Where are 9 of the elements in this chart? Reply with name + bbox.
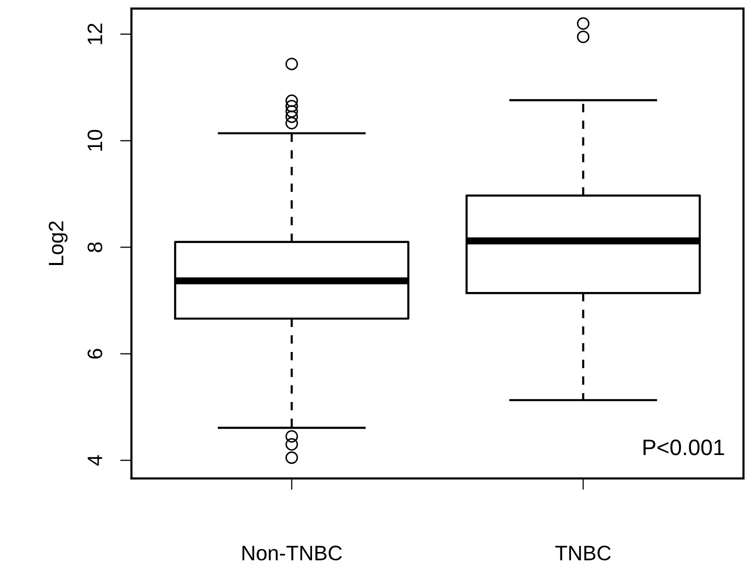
y-axis-title: Log2 [48, 221, 68, 265]
y-tick-label: 12 [88, 24, 102, 44]
y-tick-label: 8 [88, 242, 102, 252]
y-tick-label: 6 [88, 348, 102, 359]
y-tick-label: 4 [88, 455, 102, 466]
annotation: P<0.001 [644, 440, 724, 456]
y-tick-label: 10 [88, 130, 102, 151]
x-tick-label: Non-TNBC [242, 546, 342, 560]
x-tick-label: TNBC [555, 546, 611, 560]
